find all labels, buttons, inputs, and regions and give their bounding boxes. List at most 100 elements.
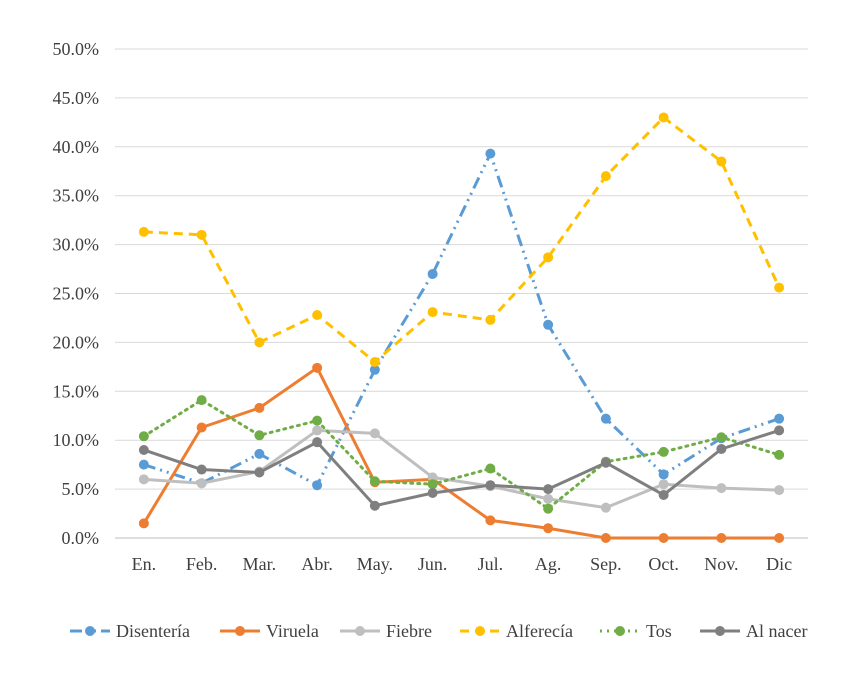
legend-label: Fiebre — [386, 621, 432, 641]
data-point — [543, 319, 554, 330]
data-point — [716, 483, 727, 494]
data-point — [196, 478, 207, 489]
data-point — [138, 474, 149, 485]
x-tick-label: Oct. — [648, 554, 679, 574]
data-point — [138, 431, 149, 442]
data-point — [600, 171, 611, 182]
legend-marker — [85, 626, 95, 636]
data-point — [543, 484, 554, 495]
x-tick-label: Feb. — [186, 554, 218, 574]
data-point — [369, 476, 380, 487]
data-point — [543, 252, 554, 263]
data-point — [312, 310, 323, 321]
legend-label: Al nacer — [746, 621, 807, 641]
data-point — [138, 518, 149, 529]
legend-marker — [475, 626, 485, 636]
y-tick-label: 0.0% — [62, 528, 100, 548]
data-point — [658, 479, 669, 490]
data-point — [369, 356, 380, 367]
legend-item: Disentería — [70, 621, 190, 641]
data-point — [427, 488, 438, 499]
y-tick-label: 20.0% — [53, 332, 100, 352]
data-point — [774, 449, 785, 460]
data-point — [600, 457, 611, 468]
legend-marker — [355, 626, 365, 636]
data-point — [369, 364, 380, 375]
data-point — [543, 503, 554, 514]
data-point — [485, 463, 496, 474]
legend-marker — [235, 626, 245, 636]
series-5 — [138, 425, 785, 511]
data-point — [427, 268, 438, 279]
data-point — [312, 437, 323, 448]
series-line — [143, 115, 781, 364]
y-tick-label: 25.0% — [53, 284, 100, 304]
data-point — [485, 515, 496, 526]
series-0 — [138, 148, 785, 491]
data-point — [658, 489, 669, 500]
x-tick-label: Mar. — [243, 554, 277, 574]
data-point — [716, 432, 727, 443]
legend-item: Al nacer — [700, 621, 807, 641]
legend-label: Viruela — [266, 621, 319, 641]
legend-item: Fiebre — [340, 621, 432, 641]
x-tick-label: Ag. — [535, 554, 562, 574]
y-tick-label: 35.0% — [53, 186, 100, 206]
gridlines — [115, 48, 808, 539]
data-point — [716, 156, 727, 167]
data-point — [658, 533, 669, 543]
y-tick-label: 5.0% — [62, 479, 100, 499]
data-point — [196, 422, 207, 433]
data-point — [196, 395, 207, 406]
y-axis-ticks: 0.0% 5.0% 10.0% 15.0% 20.0% 25.0% 30.0% 35.0% 40… — [53, 39, 100, 548]
legend-item: Alferecía — [460, 621, 573, 641]
x-tick-label: May. — [357, 554, 393, 574]
data-point — [369, 500, 380, 511]
y-tick-label: 10.0% — [53, 430, 100, 450]
x-tick-label: Jul. — [478, 554, 504, 574]
x-tick-label: Nov. — [704, 554, 738, 574]
data-point — [543, 493, 554, 504]
legend-label: Tos — [646, 621, 672, 641]
data-point — [138, 226, 149, 237]
data-point — [427, 479, 438, 490]
series-line — [143, 152, 780, 487]
x-tick-label: Sep. — [590, 554, 622, 574]
data-point — [600, 502, 611, 513]
legend-item: Tos — [600, 621, 672, 641]
data-point — [254, 430, 265, 441]
legend-marker — [615, 626, 625, 636]
y-tick-label: 30.0% — [53, 235, 100, 255]
data-point — [716, 533, 727, 543]
data-point — [427, 472, 438, 483]
data-point — [312, 425, 323, 436]
series-1 — [138, 362, 785, 543]
data-point — [485, 148, 496, 159]
data-point — [658, 112, 669, 123]
y-tick-label: 45.0% — [53, 88, 100, 108]
y-tick-label: 15.0% — [53, 381, 100, 401]
legend-label: Disentería — [116, 621, 190, 641]
data-point — [196, 464, 207, 475]
data-point — [716, 444, 727, 455]
data-point — [774, 282, 785, 293]
data-point — [774, 425, 785, 436]
data-point — [312, 362, 323, 373]
data-point — [485, 480, 496, 491]
data-point — [543, 523, 554, 534]
data-point — [254, 337, 265, 348]
data-point — [138, 444, 149, 455]
y-tick-label: 50.0% — [53, 39, 100, 59]
x-tick-label: Dic — [766, 554, 792, 574]
data-point — [600, 413, 611, 424]
x-tick-label: Jun. — [418, 554, 448, 574]
series-lines — [138, 112, 785, 543]
series-4 — [138, 395, 785, 514]
data-point — [254, 448, 265, 459]
legend-label: Alferecía — [506, 621, 573, 641]
data-point — [369, 428, 380, 439]
data-point — [658, 469, 669, 480]
data-point — [254, 467, 265, 478]
x-axis-ticks: En. Feb. Mar. Abr. May. Jun. Jul. Ag. Sep. Oct. No… — [132, 554, 793, 574]
